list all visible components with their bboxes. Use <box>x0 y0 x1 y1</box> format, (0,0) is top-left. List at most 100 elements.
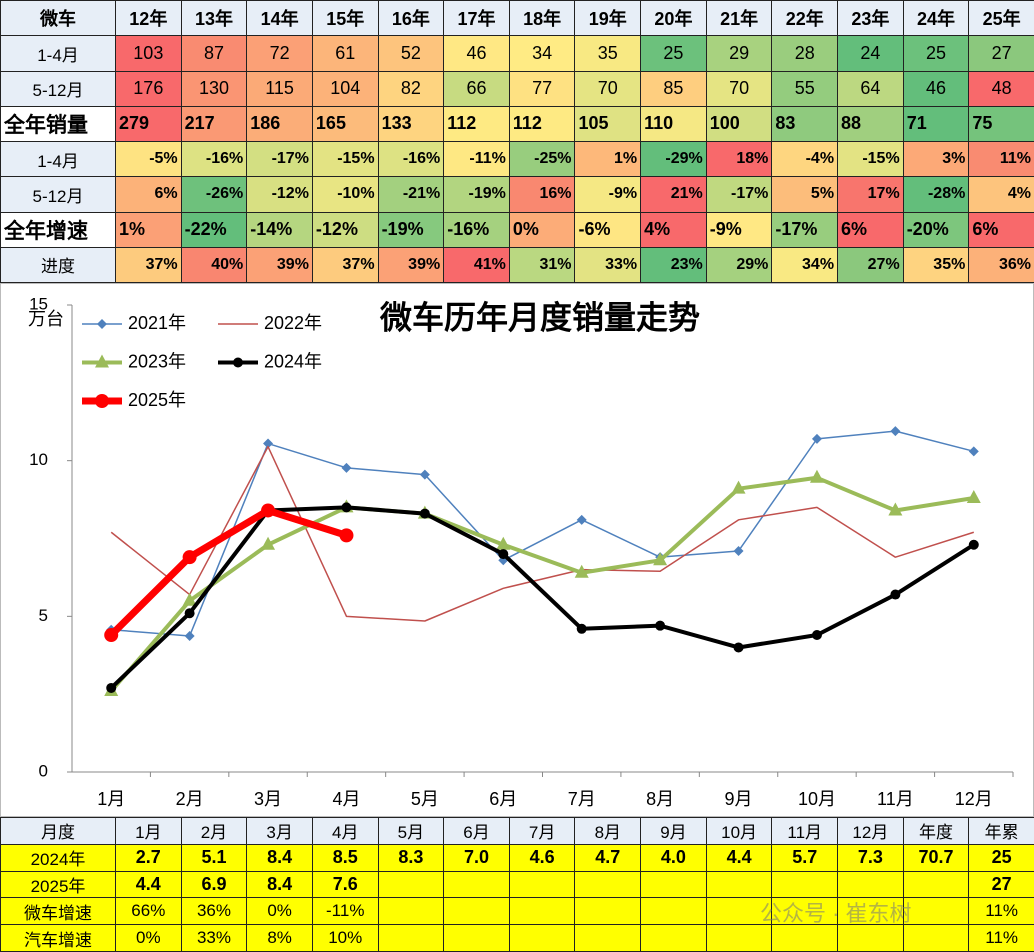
header-cell: 25年 <box>968 0 1034 37</box>
table-cell: 28 <box>771 35 839 72</box>
marker <box>184 630 195 641</box>
summary-table: 微车 12年 13年 14年 15年 16年 17年 18年 19年 20年 21年 22年 23年 24… <box>0 0 1034 284</box>
marker <box>419 508 430 519</box>
header-cell: 21年 <box>705 0 773 37</box>
marker <box>341 462 352 473</box>
table-cell <box>508 924 576 952</box>
marker <box>888 502 903 516</box>
y-tick-label: 5 <box>39 606 48 625</box>
table-cell <box>902 870 970 899</box>
row-label: 微车增速 <box>0 897 116 926</box>
marker <box>733 545 744 556</box>
header-cell: 12月 <box>837 817 904 845</box>
table-cell: 5.7 <box>771 843 839 872</box>
table-cell <box>837 924 904 952</box>
marker <box>968 446 979 457</box>
table-row: 5-12月 176 130 115 104 82 66 77 70 85 70 55 64 46 48 <box>0 70 1034 107</box>
table-cell: 4% <box>640 211 707 248</box>
table-cell: 87 <box>180 35 248 72</box>
table-cell: -28% <box>902 176 970 213</box>
header-cell: 13年 <box>180 0 248 37</box>
table-cell: 1% <box>574 140 642 178</box>
row-label: 2024年 <box>0 843 116 872</box>
table-cell: 11% <box>968 897 1034 926</box>
table-cell: 25 <box>968 843 1034 872</box>
header-cell: 20年 <box>640 0 707 37</box>
table-cell: 61 <box>311 35 379 72</box>
table-cell <box>508 870 576 899</box>
table-cell <box>377 897 445 926</box>
table-cell: 176 <box>115 70 182 107</box>
x-tick-label: 4月 <box>332 789 360 809</box>
header-cell: 14年 <box>246 0 313 37</box>
table-cell: 11% <box>968 140 1034 178</box>
table-cell <box>705 870 773 899</box>
table-cell: 24 <box>837 35 904 72</box>
table-cell: 33% <box>574 246 642 284</box>
header-cell: 5月 <box>377 817 445 845</box>
header-cell: 16年 <box>377 0 445 37</box>
table-cell: -4% <box>771 140 839 178</box>
table-cell: 34% <box>771 246 839 284</box>
table-cell: 25 <box>902 35 970 72</box>
header-row: 微车 12年 13年 14年 15年 16年 17年 18年 19年 20年 21年 22年 23年 24… <box>0 0 1034 37</box>
marker <box>811 630 822 641</box>
table-cell: 6% <box>837 211 904 248</box>
table-row: 全年销量 279 217 186 165 133 112 112 105 110 100 83 88 71… <box>0 105 1034 143</box>
legend-label: 2021年 <box>128 313 186 333</box>
table-cell <box>771 897 839 926</box>
table-cell: -17% <box>246 140 313 178</box>
table-cell: 112 <box>443 105 510 143</box>
marker <box>106 682 117 693</box>
table-cell: 8.4 <box>246 843 313 872</box>
table-cell: 48 <box>968 70 1034 107</box>
table-row: 1-4月 103 87 72 61 52 46 34 35 25 29 28 24 25 27 <box>0 35 1034 72</box>
table-cell: -11% <box>311 897 379 926</box>
row-label: 2025年 <box>0 870 116 899</box>
table-cell <box>377 870 445 899</box>
table-cell: 0% <box>508 211 576 248</box>
table-row: 5-12月 6% -26% -12% -10% -21% -19% 16% -9% 21% -17%… <box>0 176 1034 213</box>
table-cell: -15% <box>311 140 379 178</box>
header-cell: 17年 <box>443 0 510 37</box>
marker <box>182 592 197 606</box>
table-cell: -21% <box>377 176 445 213</box>
x-tick-label: 1月 <box>97 789 125 809</box>
table-cell <box>902 897 970 926</box>
marker <box>97 319 107 329</box>
table-cell: 83 <box>771 105 839 143</box>
series-line <box>109 505 975 690</box>
header-cell: 12年 <box>115 0 182 37</box>
table-cell: 39% <box>377 246 445 284</box>
series-line <box>109 475 975 693</box>
table-cell: 186 <box>246 105 313 143</box>
table-cell: 100 <box>705 105 773 143</box>
table-cell: 4.6 <box>508 843 576 872</box>
table-cell: 23% <box>640 246 707 284</box>
table-cell: 105 <box>574 105 642 143</box>
series-line <box>110 445 975 622</box>
marker <box>498 549 509 560</box>
table-cell: 31% <box>508 246 576 284</box>
table-cell: 7.3 <box>837 843 904 872</box>
header-cell: 19年 <box>574 0 642 37</box>
table-cell: -17% <box>771 211 839 248</box>
table-cell: -9% <box>705 211 773 248</box>
x-tick-label: 3月 <box>254 789 282 809</box>
table-cell <box>574 870 642 899</box>
row-label: 5-12月 <box>0 70 116 107</box>
table-cell: -19% <box>377 211 445 248</box>
marker <box>261 536 276 550</box>
table-cell: 70 <box>574 70 642 107</box>
marker <box>184 608 195 619</box>
table-cell: 27 <box>968 870 1034 899</box>
table-cell: 36% <box>180 897 248 926</box>
table-cell: 112 <box>508 105 576 143</box>
table-cell: 33% <box>180 924 248 952</box>
table-cell: -19% <box>443 176 510 213</box>
marker <box>182 550 197 565</box>
table-cell: 75 <box>968 105 1034 143</box>
table-cell: 6% <box>115 176 182 213</box>
table-cell: 5% <box>771 176 839 213</box>
table-cell: 70 <box>705 70 773 107</box>
